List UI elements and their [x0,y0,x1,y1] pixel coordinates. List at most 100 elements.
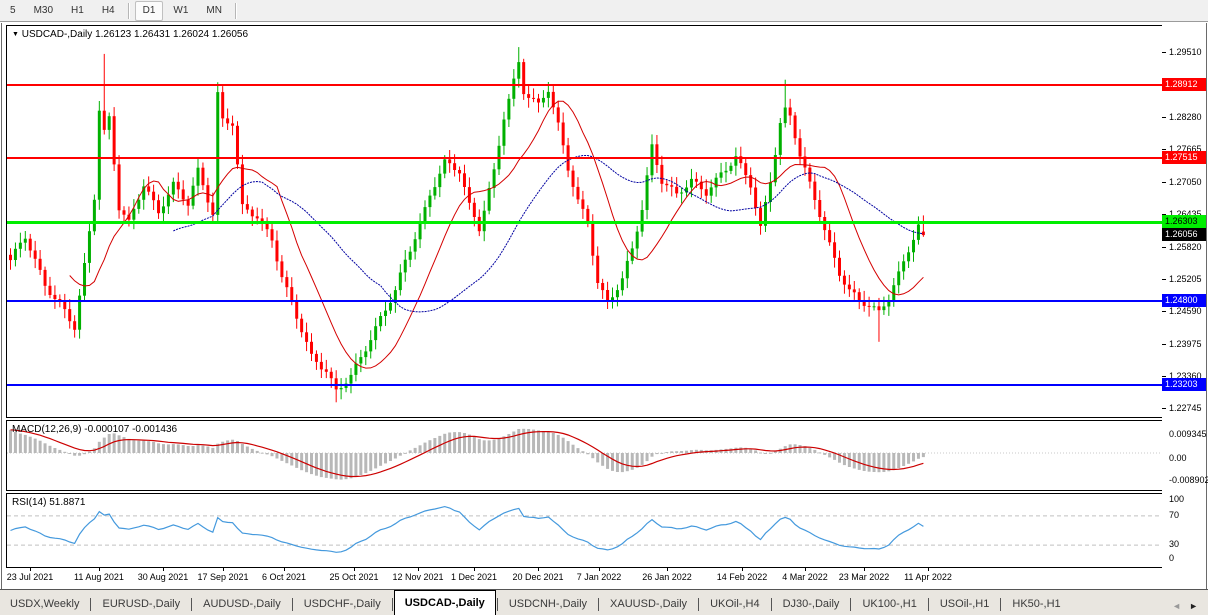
level-price-badge: 1.24800 [1162,294,1206,307]
chart-tab-eurusd-daily[interactable]: EURUSD-,Daily [102,598,181,610]
date-tick-mark [864,568,865,571]
chart-tab-audusd-daily[interactable]: AUDUSD-,Daily [203,598,281,610]
price-tick-mark [1162,149,1166,150]
tab-separator [770,598,772,611]
symbol-dropdown-icon[interactable]: ▼ [12,31,19,38]
date-tick-label: 6 Oct 2021 [261,572,307,582]
tab-separator [850,598,852,611]
chart-tab-hk50-h1[interactable]: HK50-,H1 [1012,598,1061,610]
rsi-name: RSI(14) [12,497,47,508]
chart-tab-usdcad-daily[interactable]: USDCAD-,Daily [393,590,496,615]
date-tick-label: 14 Feb 2022 [716,572,768,582]
timeframe-button-M30[interactable]: M30 [33,4,54,16]
price-tick-label: 1.27665 [1169,144,1202,154]
level-price-badge: 1.26303 [1162,215,1206,228]
timeframe-button-W1[interactable]: W1 [173,4,189,16]
date-tick-mark [223,568,224,571]
macd-label-row: MACD(12,26,9) -0.000107 -0.001436 [12,424,177,435]
price-level-line-1.27515[interactable] [7,157,1163,159]
date-tick-mark [418,568,419,571]
date-tick-label: 20 Dec 2021 [512,572,564,582]
date-tick-mark [474,568,475,571]
date-tick-mark [805,568,806,571]
toolbar-separator [234,2,237,19]
date-tick-mark [928,568,929,571]
level-price-badge: 1.28912 [1162,78,1206,91]
price-tick-mark [1162,214,1166,215]
timeframe-button-H4[interactable]: H4 [101,4,115,16]
chart-tab-xauusd-daily[interactable]: XAUUSD-,Daily [610,598,688,610]
date-tick-mark [599,568,600,571]
chart-tab-usdcnh-daily[interactable]: USDCNH-,Daily [508,598,588,610]
tab-separator [391,598,393,611]
tab-scroll-left-icon[interactable]: ◄ [1172,601,1182,611]
price-tick-label: 1.25205 [1169,274,1202,284]
macd-name: MACD(12,26,9) [12,424,82,435]
price-tick-label: 1.27050 [1169,177,1202,187]
date-tick-label: 12 Nov 2021 [392,572,444,582]
price-chart-panel[interactable]: ▼ USDCAD-,Daily 1.26123 1.26431 1.26024 … [6,25,1164,418]
date-tick-label: 1 Dec 2021 [450,572,498,582]
chart-tab-usoil-h1[interactable]: USOil-,H1 [939,598,990,610]
chart-window: ▼ USDCAD-,Daily 1.26123 1.26431 1.26024 … [1,23,1208,589]
chart-title: ▼ USDCAD-,Daily 1.26123 1.26431 1.26024 … [12,29,248,40]
price-axis[interactable]: 1.29510 1.28280 1.27665 1.27050 1.26435 1.258… [1162,25,1208,588]
chart-tab-uk100-h1[interactable]: UK100-,H1 [862,598,917,610]
chart-tab-usdchf-daily[interactable]: USDCHF-,Daily [303,598,381,610]
tab-separator [291,598,293,611]
rsi-axis-label: 100 [1169,494,1185,504]
level-price-badge: 1.23203 [1162,378,1206,391]
tab-separator [598,598,600,611]
date-tick-mark [99,568,100,571]
date-tick-label: 4 Mar 2022 [782,572,828,582]
price-level-line-1.23203[interactable] [7,384,1163,386]
date-tick-label: 11 Apr 2022 [904,572,952,582]
price-tick-label: 1.23975 [1169,339,1202,349]
price-tick-mark [1162,408,1166,409]
rsi-label-row: RSI(14) 51.8871 [12,497,85,508]
date-tick-label: 26 Jan 2022 [642,572,692,582]
date-tick-label: 11 Aug 2021 [74,572,124,582]
chart-tab-ukoil-h4[interactable]: UKOil-,H4 [710,598,760,610]
ohlc-low: 1.26024 [172,29,210,40]
timeframe-button-5[interactable]: 5 [10,4,16,16]
price-tick-mark [1162,311,1166,312]
date-tick-label: 23 Mar 2022 [838,572,890,582]
price-tick-label: 1.23360 [1169,371,1202,381]
timeframe-button-MN[interactable]: MN [206,4,222,16]
price-level-line-1.26303[interactable] [7,221,1163,224]
macd-indicator-panel[interactable]: MACD(12,26,9) -0.000107 -0.001436 [6,420,1164,491]
price-tick-label: 1.26435 [1169,209,1202,219]
rsi-value: 51.8871 [49,497,86,508]
tab-separator [698,598,700,611]
chart-tab-usdx-weekly[interactable]: USDX,Weekly [10,598,80,610]
date-tick-label: 25 Oct 2021 [329,572,379,582]
date-tick-mark [742,568,743,571]
tab-separator [927,598,929,611]
rsi-axis-label: 30 [1169,539,1180,549]
macd-signal-value: -0.001436 [132,424,178,435]
chart-tab-bar: USDX,Weekly EURUSD-,Daily AUDUSD-,Daily USD… [0,589,1208,615]
date-tick-label: 17 Sep 2021 [197,572,249,582]
tab-separator [191,598,193,611]
tab-separator [496,598,498,611]
date-tick-mark [354,568,355,571]
price-tick-label: 1.24590 [1169,306,1202,316]
price-level-line-1.248[interactable] [7,300,1163,302]
tab-separator [1000,598,1002,611]
ohlc-close: 1.26056 [211,29,249,40]
price-tick-label: 1.28280 [1169,112,1202,122]
price-tick-mark [1162,182,1166,183]
rsi-indicator-panel[interactable]: RSI(14) 51.8871 [6,493,1164,568]
chart-symbol-label: USDCAD-,Daily [21,29,93,40]
chart-tab-dj30-daily[interactable]: DJ30-,Daily [782,598,840,610]
tab-scroll-right-icon[interactable]: ► [1189,601,1198,611]
price-tick-mark [1162,117,1166,118]
timeframe-button-D1[interactable]: D1 [134,0,164,21]
price-level-line-1.28912[interactable] [7,84,1163,86]
timeframe-button-H1[interactable]: H1 [71,4,84,16]
date-axis[interactable]: 23 Jul 2021 11 Aug 2021 30 Aug 2021 17 Sep … [6,568,1164,588]
price-tick-mark [1162,52,1166,53]
date-tick-mark [284,568,285,571]
